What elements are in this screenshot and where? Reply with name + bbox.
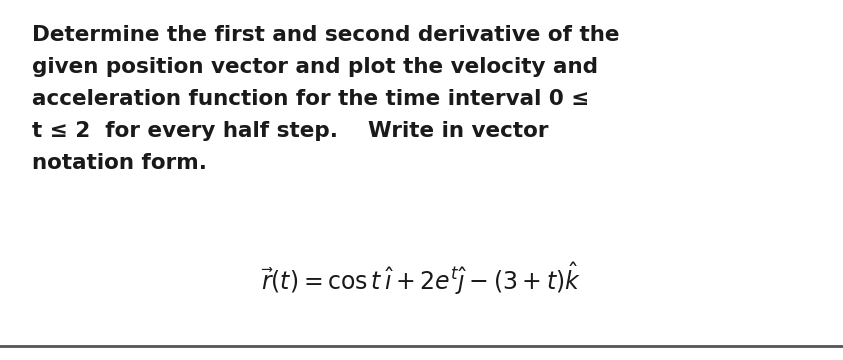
Text: Determine the first and second derivative of the
given position vector and plot : Determine the first and second derivativ… <box>32 25 620 173</box>
Text: $\vec{r}(t) = \cos t\,\hat{\imath} + 2e^{t}\hat{\jmath} - (3 + t)\hat{k}$: $\vec{r}(t) = \cos t\,\hat{\imath} + 2e^… <box>261 261 582 297</box>
